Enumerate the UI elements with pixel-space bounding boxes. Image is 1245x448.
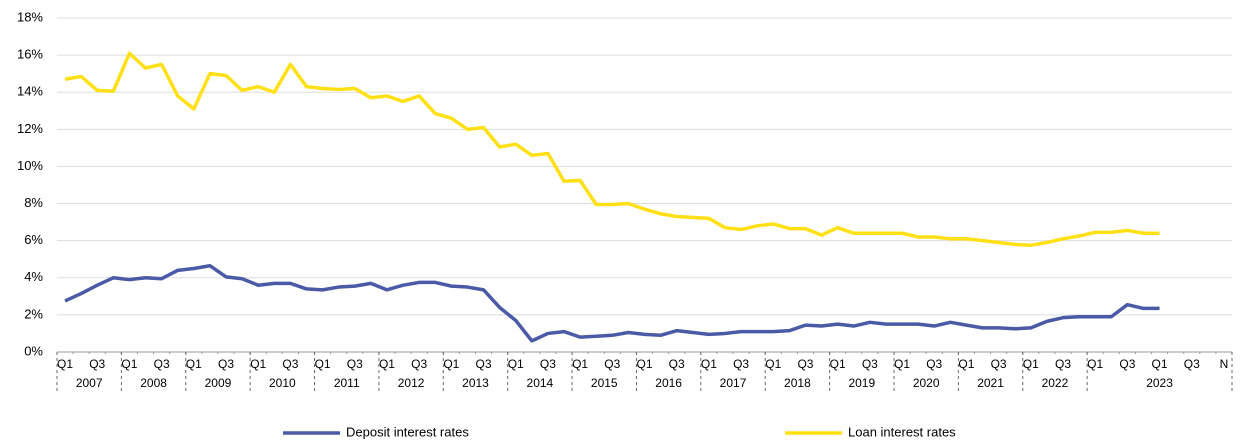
x-tick-label: Q1 [1023, 357, 1039, 371]
series-line [64, 51, 1160, 248]
x-tick-label: N [1220, 357, 1229, 371]
x-tick-label: Q3 [733, 357, 749, 371]
x-tick-label: Q3 [218, 357, 234, 371]
year-label: 2022 [1042, 376, 1069, 390]
year-label: 2014 [527, 376, 554, 390]
x-tick-label: Q1 [701, 357, 717, 371]
year-label: 2015 [591, 376, 618, 390]
year-label: 2010 [269, 376, 296, 390]
x-tick-label: Q3 [282, 357, 298, 371]
y-tick-label: 6% [24, 232, 43, 247]
x-tick-label: Q1 [958, 357, 974, 371]
year-label: 2007 [76, 376, 103, 390]
x-tick-label: Q1 [186, 357, 202, 371]
x-tick-label: Q3 [797, 357, 813, 371]
x-tick-label: Q1 [572, 357, 588, 371]
x-tick-label: Q3 [411, 357, 427, 371]
y-tick-label: 18% [17, 9, 43, 24]
x-tick-label: Q3 [604, 357, 620, 371]
y-tick-label: 0% [24, 343, 43, 358]
year-label: 2017 [720, 376, 747, 390]
series-line [64, 263, 1160, 343]
x-tick-label: Q1 [379, 357, 395, 371]
year-label: 2009 [205, 376, 232, 390]
y-tick-label: 8% [24, 195, 43, 210]
year-label: 2020 [913, 376, 940, 390]
x-tick-label: Q1 [765, 357, 781, 371]
x-tick-label: Q3 [862, 357, 878, 371]
x-tick-label: Q3 [89, 357, 105, 371]
legend-label: Loan interest rates [848, 424, 956, 439]
x-tick-label: Q1 [250, 357, 266, 371]
y-tick-label: 16% [17, 47, 43, 62]
x-tick-label: Q1 [1087, 357, 1103, 371]
x-tick-label: Q1 [443, 357, 459, 371]
x-tick-label: Q3 [669, 357, 685, 371]
y-tick-label: 4% [24, 269, 43, 284]
x-tick-label: Q3 [1055, 357, 1071, 371]
year-label: 2016 [655, 376, 682, 390]
year-label: 2019 [848, 376, 875, 390]
x-tick-label: Q3 [540, 357, 556, 371]
x-tick-label: Q3 [991, 357, 1007, 371]
x-tick-label: Q1 [508, 357, 524, 371]
x-tick-label: Q1 [121, 357, 137, 371]
y-tick-label: 14% [17, 84, 43, 99]
year-label: 2011 [334, 376, 360, 390]
y-tick-label: 10% [17, 158, 43, 173]
y-tick-label: 2% [24, 306, 43, 321]
x-tick-label: Q3 [476, 357, 492, 371]
x-tick-label: Q1 [315, 357, 331, 371]
x-tick-label: Q1 [636, 357, 652, 371]
year-label: 2012 [398, 376, 425, 390]
legend-label: Deposit interest rates [346, 424, 469, 439]
x-tick-label: Q3 [347, 357, 363, 371]
x-tick-label: Q1 [830, 357, 846, 371]
x-tick-label: Q3 [1119, 357, 1135, 371]
x-tick-label: Q1 [894, 357, 910, 371]
x-tick-label: Q3 [1184, 357, 1200, 371]
x-tick-label: Q1 [1152, 357, 1168, 371]
x-tick-label: Q3 [154, 357, 170, 371]
year-label: 2021 [977, 376, 1004, 390]
year-label: 2023 [1146, 376, 1173, 390]
x-tick-label: Q1 [57, 357, 73, 371]
year-label: 2008 [140, 376, 167, 390]
x-tick-label: Q3 [926, 357, 942, 371]
year-label: 2018 [784, 376, 811, 390]
year-label: 2013 [462, 376, 489, 390]
y-tick-label: 12% [17, 121, 43, 136]
